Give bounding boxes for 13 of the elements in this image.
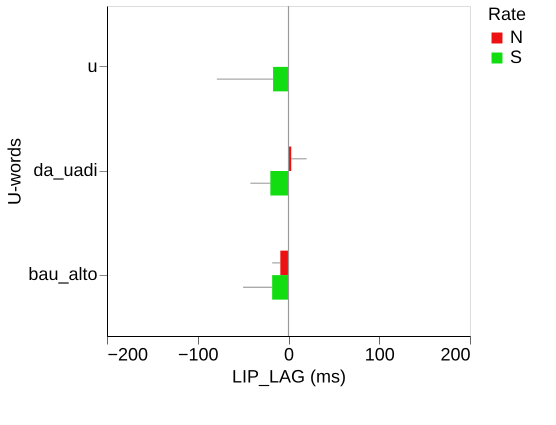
y-tick-label: bau_alto [28,264,98,284]
x-tick-label: −200 [108,344,148,364]
y-tick-label: da_uadi [33,160,98,180]
legend-label: N [510,27,523,47]
x-tick-label: 0 [284,344,294,364]
x-tick-label: −100 [178,344,219,364]
x-tick-label: 200 [440,344,470,364]
y-axis-title: U-words [4,138,24,206]
y-tick-label: u [87,56,98,76]
x-axis-title: LIP_LAG (ms) [232,366,346,386]
legend-label: S [510,47,522,67]
legend-title: Rate [488,4,526,24]
x-tick-label: 100 [364,344,395,364]
